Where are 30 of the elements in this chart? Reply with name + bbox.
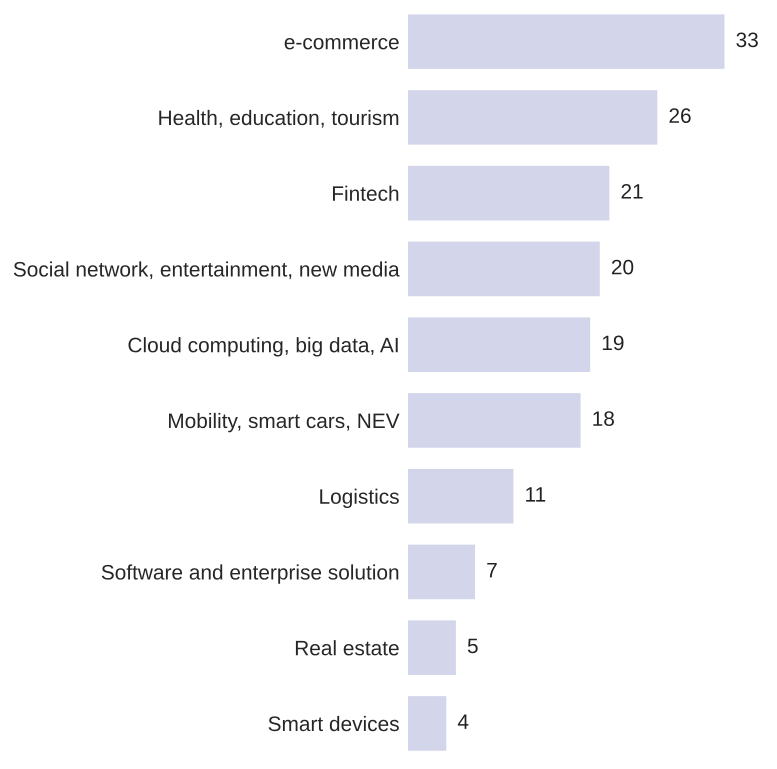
bar [408, 696, 446, 751]
data-label: 18 [593, 411, 614, 426]
data-label: 26 [669, 108, 691, 124]
data-label: 4 [458, 714, 468, 729]
data-label: 19 [602, 336, 624, 350]
y-tick-label: e-commerce [284, 38, 399, 50]
bar [408, 544, 476, 600]
data-label: 21 [622, 184, 643, 199]
y-tick-label: Cloud computing, big data, AI [128, 337, 398, 357]
bar [408, 468, 514, 524]
y-tick-label: Health, education, tourism [159, 110, 398, 128]
bar [408, 90, 658, 145]
y-tick-label: Mobility, smart cars, NEV [169, 412, 400, 432]
bar [408, 14, 724, 69]
bar [408, 166, 610, 220]
y-tick-label: Real estate [296, 640, 399, 656]
bar [408, 317, 590, 372]
y-tick-label: Smart devices [268, 716, 399, 732]
bar [408, 393, 581, 448]
y-tick-label: Logistics [320, 488, 399, 508]
data-label: 5 [468, 638, 478, 654]
data-label: 20 [612, 260, 634, 275]
data-label: 7 [487, 562, 497, 578]
bar [408, 620, 456, 675]
data-label: 33 [736, 32, 758, 48]
y-tick-label: Social network, entertainment, new media [14, 261, 400, 280]
data-label: 11 [526, 487, 546, 502]
bar [408, 242, 600, 296]
y-tick-label: Fintech [332, 186, 398, 201]
y-tick-label: Software and enterprise solution [102, 564, 398, 584]
